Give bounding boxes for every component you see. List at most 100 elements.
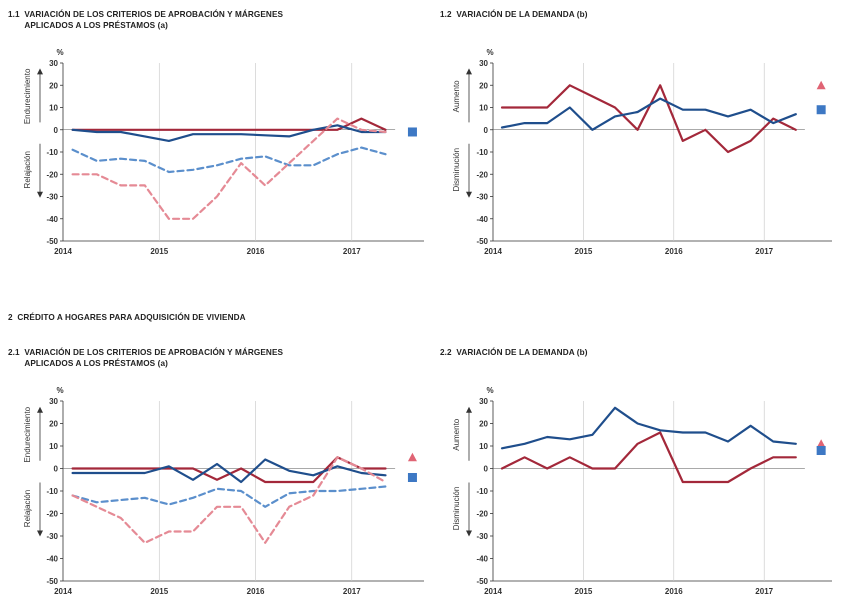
section-2-title: 2 CRÉDITO A HOGARES PARA ADQUISICIÓN DE … (8, 313, 246, 322)
up-arrow-icon (37, 406, 43, 413)
x-tick-label: 2016 (247, 247, 265, 256)
unit-label: % (486, 386, 493, 395)
y-tick-label: 0 (484, 126, 489, 135)
x-tick-label: 2017 (343, 247, 361, 256)
chart-2-1-title-line1: 2.1 VARIACIÓN DE LOS CRITERIOS DE APROBA… (8, 348, 284, 357)
forecast-triangle-marker (816, 439, 826, 448)
series-solid-navy (71, 458, 387, 484)
y-tick-label: 10 (479, 442, 488, 451)
forecast-square-marker (407, 127, 417, 137)
forecast-square-marker (407, 473, 417, 482)
y-tick-label: 0 (54, 465, 59, 474)
y-tick-label: 20 (479, 420, 488, 429)
down-arrow-icon (37, 191, 43, 198)
lower-direction-label: Disminución (452, 487, 461, 531)
y-tick-label: 30 (49, 397, 58, 406)
series-solid-navy (500, 406, 797, 450)
series-dashed-lightblue (71, 485, 387, 508)
y-tick-label: -40 (46, 215, 58, 224)
y-tick-label: -50 (46, 577, 58, 586)
chart-2-1-title-line2: APLICADOS A LOS PRÉSTAMOS (a) (8, 359, 168, 368)
up-arrow-icon (466, 68, 472, 75)
series-solid-navy (71, 124, 387, 142)
x-tick-label: 2014 (484, 247, 502, 256)
x-tick-label: 2015 (575, 587, 593, 596)
y-tick-label: 10 (49, 442, 58, 451)
upper-direction-label: Endurecimiento (23, 406, 32, 462)
up-arrow-icon (466, 406, 472, 413)
x-tick-label: 2016 (247, 587, 265, 596)
y-tick-label: -30 (46, 193, 58, 202)
unit-label: % (486, 48, 493, 57)
x-tick-label: 2016 (665, 587, 683, 596)
series-solid-crimson (500, 84, 797, 154)
y-tick-label: -50 (46, 237, 58, 246)
y-tick-label: -20 (476, 170, 488, 179)
y-tick-label: -10 (476, 487, 488, 496)
y-tick-label: -50 (476, 237, 488, 246)
y-tick-label: -30 (476, 193, 488, 202)
unit-label: % (56, 48, 63, 57)
y-tick-label: 10 (479, 104, 488, 113)
y-tick-label: 0 (54, 126, 59, 135)
x-tick-label: 2014 (54, 247, 72, 256)
x-tick-label: 2015 (575, 247, 593, 256)
chart-1-1-title-line2: APLICADOS A LOS PRÉSTAMOS (a) (8, 21, 168, 30)
y-tick-label: -20 (46, 170, 58, 179)
x-tick-label: 2016 (665, 247, 683, 256)
y-tick-label: -30 (46, 532, 58, 541)
x-tick-label: 2014 (484, 587, 502, 596)
upper-direction-label: Endurecimiento (23, 68, 32, 124)
unit-label: % (56, 386, 63, 395)
y-tick-label: 30 (49, 59, 58, 68)
upper-direction-label: Aumento (452, 80, 461, 113)
y-tick-label: -20 (46, 510, 58, 519)
y-tick-label: -10 (46, 487, 58, 496)
x-tick-label: 2017 (343, 587, 361, 596)
chart-1-1-title-line1: 1.1 VARIACIÓN DE LOS CRITERIOS DE APROBA… (8, 10, 284, 19)
y-tick-label: -10 (476, 148, 488, 157)
down-arrow-icon (37, 530, 43, 537)
y-tick-label: 20 (479, 81, 488, 90)
series-solid-crimson (500, 431, 797, 484)
series-dashed-pink (71, 117, 387, 220)
y-tick-label: -10 (46, 148, 58, 157)
forecast-triangle-marker (816, 80, 826, 90)
y-tick-label: -50 (476, 577, 488, 586)
lower-direction-label: Relajación (23, 490, 32, 527)
x-tick-label: 2017 (755, 247, 773, 256)
y-tick-label: 20 (49, 81, 58, 90)
y-tick-label: 30 (479, 397, 488, 406)
chart-2-2-title: 2.2 VARIACIÓN DE LA DEMANDA (b) (440, 348, 588, 357)
x-tick-label: 2015 (150, 587, 168, 596)
y-tick-label: -40 (476, 555, 488, 564)
y-tick-label: 0 (484, 465, 489, 474)
x-tick-label: 2014 (54, 587, 72, 596)
lower-direction-label: Relajación (23, 151, 32, 188)
lower-direction-label: Disminución (452, 148, 461, 192)
x-tick-label: 2017 (755, 587, 773, 596)
upper-direction-label: Aumento (452, 418, 461, 451)
y-tick-label: -30 (476, 532, 488, 541)
y-tick-label: 10 (49, 104, 58, 113)
chart-1-2-title: 1.2 VARIACIÓN DE LA DEMANDA (b) (440, 10, 588, 19)
x-tick-label: 2015 (150, 247, 168, 256)
forecast-square-marker (816, 105, 826, 115)
series-solid-crimson (71, 117, 387, 131)
down-arrow-icon (466, 530, 472, 537)
y-tick-label: -20 (476, 510, 488, 519)
forecast-triangle-marker (407, 452, 417, 462)
y-tick-label: 20 (49, 420, 58, 429)
y-tick-label: 30 (479, 59, 488, 68)
series-solid-crimson (71, 456, 387, 484)
y-tick-label: -40 (476, 215, 488, 224)
series-dashed-lightblue (71, 146, 387, 174)
y-tick-label: -40 (46, 555, 58, 564)
series-dashed-pink (71, 456, 387, 544)
down-arrow-icon (466, 191, 472, 198)
series-solid-navy (500, 97, 797, 131)
